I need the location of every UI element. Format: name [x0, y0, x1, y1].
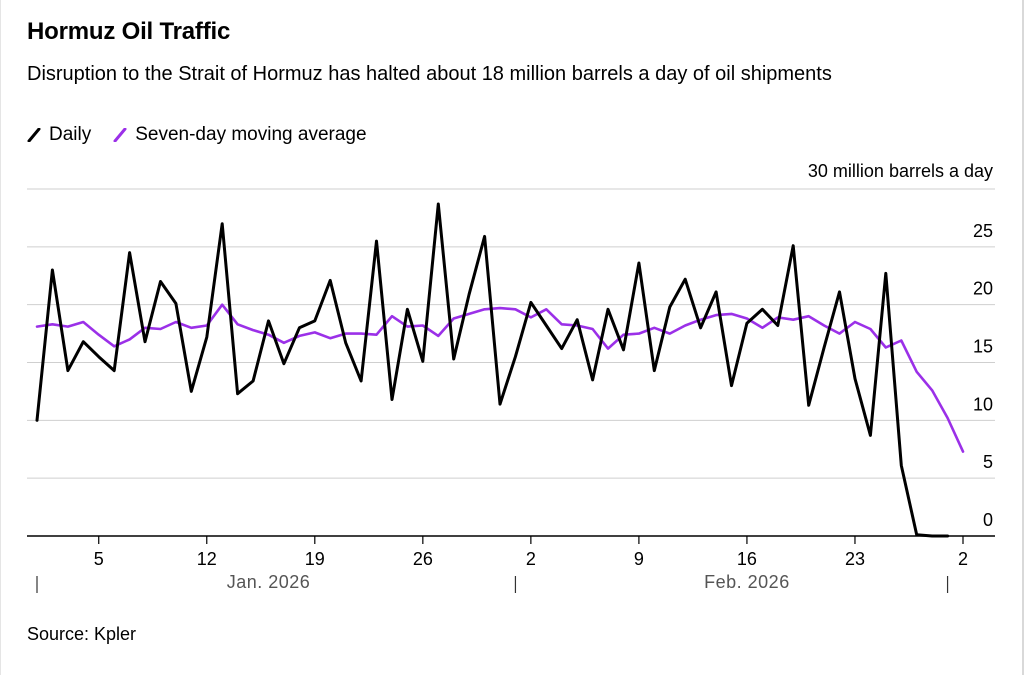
chart-title: Hormuz Oil Traffic	[27, 18, 231, 45]
month-label: Feb. 2026	[704, 572, 790, 592]
x-tick-label: 5	[94, 549, 104, 569]
x-tick-label: 2	[526, 549, 536, 569]
right-frame-border	[1022, 0, 1024, 675]
moving-average-slash-icon	[113, 128, 127, 142]
y-tick-label: 25	[973, 221, 993, 241]
x-tick-label: 23	[845, 549, 865, 569]
y-axis-unit-label: 30 million barrels a day	[808, 161, 993, 181]
x-tick-label: 2	[958, 549, 968, 569]
series-moving-average-line	[35, 303, 965, 453]
legend-item-moving-average: Seven-day moving average	[113, 124, 367, 146]
x-tick-label: 16	[737, 549, 757, 569]
y-tick-label: 5	[983, 452, 993, 472]
source-note: Source: Kpler	[27, 624, 137, 644]
legend-item-daily: Daily	[27, 124, 91, 146]
chart-legend: Daily Seven-day moving average	[27, 124, 389, 146]
y-tick-label: 10	[973, 394, 993, 414]
left-frame-border	[0, 0, 1, 675]
chart-subtitle: Disruption to the Strait of Hormuz has h…	[27, 63, 832, 85]
x-tick-label: 12	[197, 549, 217, 569]
y-tick-label: 15	[973, 337, 993, 357]
x-tick-label: 9	[634, 549, 644, 569]
y-tick-label: 20	[973, 279, 993, 299]
y-tick-label: 0	[983, 510, 993, 530]
x-tick-label: 19	[305, 549, 325, 569]
daily-slash-icon	[27, 128, 41, 142]
legend-moving-average-label: Seven-day moving average	[135, 124, 367, 145]
legend-daily-label: Daily	[49, 124, 92, 145]
month-label: Jan. 2026	[227, 572, 311, 592]
series-daily-line	[35, 202, 950, 538]
x-tick-label: 26	[413, 549, 433, 569]
